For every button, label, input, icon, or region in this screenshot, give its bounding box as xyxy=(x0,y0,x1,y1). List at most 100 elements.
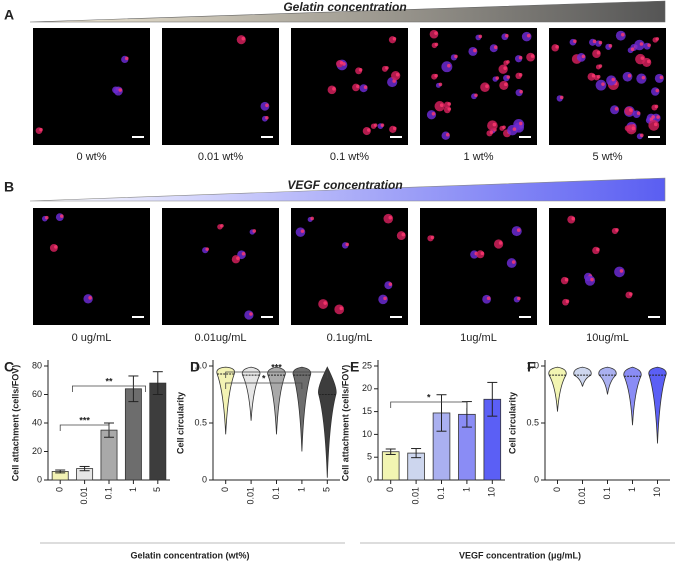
cell xyxy=(241,251,246,256)
significance-bracket xyxy=(225,371,328,378)
cell xyxy=(634,39,645,51)
cell xyxy=(601,82,605,86)
cell xyxy=(474,93,478,98)
significance-label: * xyxy=(262,373,266,383)
y-tick-label: 80 xyxy=(32,360,42,370)
cell xyxy=(614,106,619,111)
cell xyxy=(434,101,445,112)
x-axis-label: Gelatin concentration (wt%) xyxy=(130,550,249,560)
error-bar xyxy=(411,448,422,459)
x-tick-label: 1 xyxy=(128,487,138,492)
significance-label: *** xyxy=(271,362,282,372)
y-tick-label: 1.0 xyxy=(526,360,539,370)
x-tick-label: 0 xyxy=(55,487,65,492)
y-tick-label: 20 xyxy=(32,446,42,456)
cell xyxy=(486,296,491,301)
cell xyxy=(487,120,498,131)
significance-bracket xyxy=(225,382,303,389)
cell xyxy=(655,88,660,93)
cell xyxy=(88,296,92,300)
error-bar xyxy=(487,381,498,417)
x-tick-label: 10 xyxy=(652,487,662,497)
violin xyxy=(216,366,235,435)
cell xyxy=(434,31,438,35)
cell xyxy=(44,215,49,220)
cell xyxy=(620,32,625,37)
y-tick-label: 0 xyxy=(202,474,207,484)
cell xyxy=(581,54,586,59)
cell xyxy=(511,260,516,264)
cell xyxy=(636,111,641,116)
image-label: 0.1ug/mL xyxy=(327,332,373,344)
y-tick-label: 0 xyxy=(367,474,372,484)
panel-label: F xyxy=(527,359,536,375)
y-axis-label: Cell attachment (cells/FOV) xyxy=(340,365,350,482)
cell xyxy=(596,247,600,252)
cell xyxy=(628,108,633,112)
cell xyxy=(236,256,240,261)
cell xyxy=(473,48,477,53)
micrograph xyxy=(162,28,279,145)
cell xyxy=(220,224,224,228)
bar xyxy=(124,388,142,481)
x-tick-label: 0.01 xyxy=(79,487,89,505)
image-label: 0 wt% xyxy=(77,151,107,163)
cell xyxy=(517,296,521,301)
cell xyxy=(504,82,508,87)
cell xyxy=(555,45,559,49)
cell xyxy=(596,50,601,55)
cell xyxy=(519,89,523,94)
y-tick-label: 15 xyxy=(362,406,372,416)
panel-title: VEGF concentration xyxy=(287,178,402,192)
cell xyxy=(430,235,435,240)
cell xyxy=(265,115,269,120)
cell xyxy=(480,251,485,256)
panel-label: E xyxy=(350,359,359,375)
error-bar xyxy=(436,394,447,432)
cell xyxy=(392,36,397,41)
cell xyxy=(631,126,636,131)
cell xyxy=(654,104,659,109)
cell xyxy=(571,216,576,221)
cell xyxy=(629,292,633,296)
cell xyxy=(124,56,129,61)
cell xyxy=(431,111,436,116)
micrograph xyxy=(33,28,150,145)
y-tick-label: 5 xyxy=(367,452,372,462)
cell xyxy=(659,75,664,80)
cell xyxy=(60,214,64,218)
x-tick-label: 0.01 xyxy=(245,487,255,505)
cell xyxy=(447,102,452,106)
x-tick-label: 0 xyxy=(385,487,395,492)
cell xyxy=(441,61,453,73)
x-tick-label: 1 xyxy=(627,487,637,492)
x-tick-label: 0 xyxy=(220,487,230,492)
y-tick-label: 0 xyxy=(37,474,42,484)
y-tick-label: 0.5 xyxy=(194,417,207,427)
cell xyxy=(447,63,451,68)
cell xyxy=(385,66,389,70)
violin xyxy=(548,366,567,412)
cell xyxy=(388,282,393,287)
cell xyxy=(506,60,510,64)
cell xyxy=(366,128,371,132)
cell xyxy=(300,229,305,233)
significance-bracket xyxy=(390,401,468,408)
cell xyxy=(518,121,523,126)
violin xyxy=(292,366,312,452)
y-axis-label: Cell circularity xyxy=(507,392,517,454)
cell xyxy=(596,74,601,79)
gradient-wedge xyxy=(29,177,666,202)
cell xyxy=(584,275,596,286)
micrograph xyxy=(291,28,408,145)
cell xyxy=(526,33,531,38)
cell xyxy=(590,277,594,282)
y-tick-label: 10 xyxy=(362,429,372,439)
y-tick-label: 20 xyxy=(362,383,372,393)
cell xyxy=(478,34,483,39)
image-label: 1 wt% xyxy=(464,151,494,163)
x-tick-label: 0.1 xyxy=(436,487,446,500)
cell xyxy=(653,122,658,127)
cell xyxy=(383,296,387,301)
violin xyxy=(623,366,642,426)
